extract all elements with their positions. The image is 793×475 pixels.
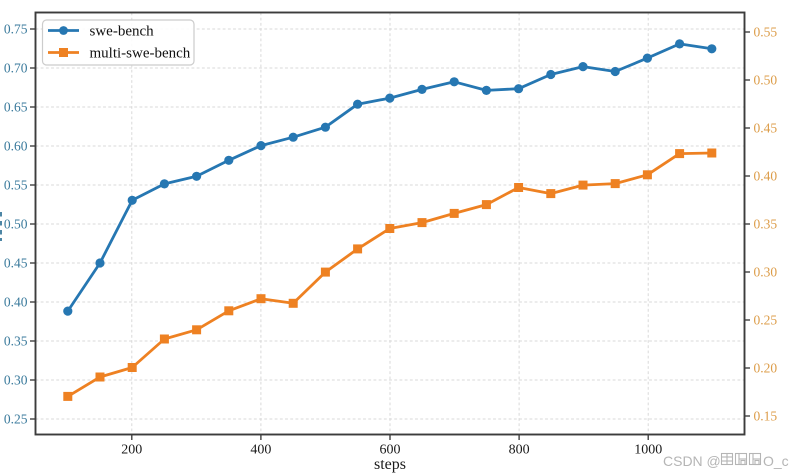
svg-text:steps: steps — [374, 456, 406, 473]
svg-text:0.25: 0.25 — [4, 412, 28, 427]
svg-text:swe-bench: swe-bench — [90, 24, 155, 40]
svg-text:0.15: 0.15 — [754, 409, 778, 424]
svg-text:0.50: 0.50 — [754, 73, 778, 88]
svg-text:400: 400 — [250, 443, 271, 458]
svg-text:200: 200 — [121, 443, 142, 458]
svg-text:0.45: 0.45 — [4, 256, 28, 271]
svg-text:0.70: 0.70 — [4, 61, 28, 76]
svg-text:0.55: 0.55 — [4, 178, 28, 193]
svg-text:0.30: 0.30 — [754, 265, 778, 280]
svg-text:600: 600 — [380, 443, 401, 458]
svg-text:0.45: 0.45 — [754, 121, 778, 136]
svg-text:800: 800 — [509, 443, 530, 458]
svg-text:1000: 1000 — [634, 443, 662, 458]
svg-text:0.65: 0.65 — [4, 100, 28, 115]
svg-text:0.55: 0.55 — [754, 25, 778, 40]
svg-text:0.75: 0.75 — [4, 22, 28, 37]
svg-text:0.35: 0.35 — [754, 217, 778, 232]
svg-text:0.25: 0.25 — [754, 313, 778, 328]
svg-text:0.30: 0.30 — [4, 373, 28, 388]
svg-text:O_c: O_c — [763, 453, 789, 469]
svg-text:multi-swe-bench: multi-swe-bench — [90, 46, 191, 62]
svg-text:CSDN @: CSDN @ — [663, 453, 721, 469]
svg-text:0.40: 0.40 — [4, 295, 28, 310]
svg-text:0.50: 0.50 — [4, 217, 28, 232]
svg-text:0.60: 0.60 — [4, 139, 28, 154]
svg-text:0.40: 0.40 — [754, 169, 778, 184]
svg-text:0.35: 0.35 — [4, 334, 28, 349]
svg-text:0.20: 0.20 — [754, 361, 778, 376]
